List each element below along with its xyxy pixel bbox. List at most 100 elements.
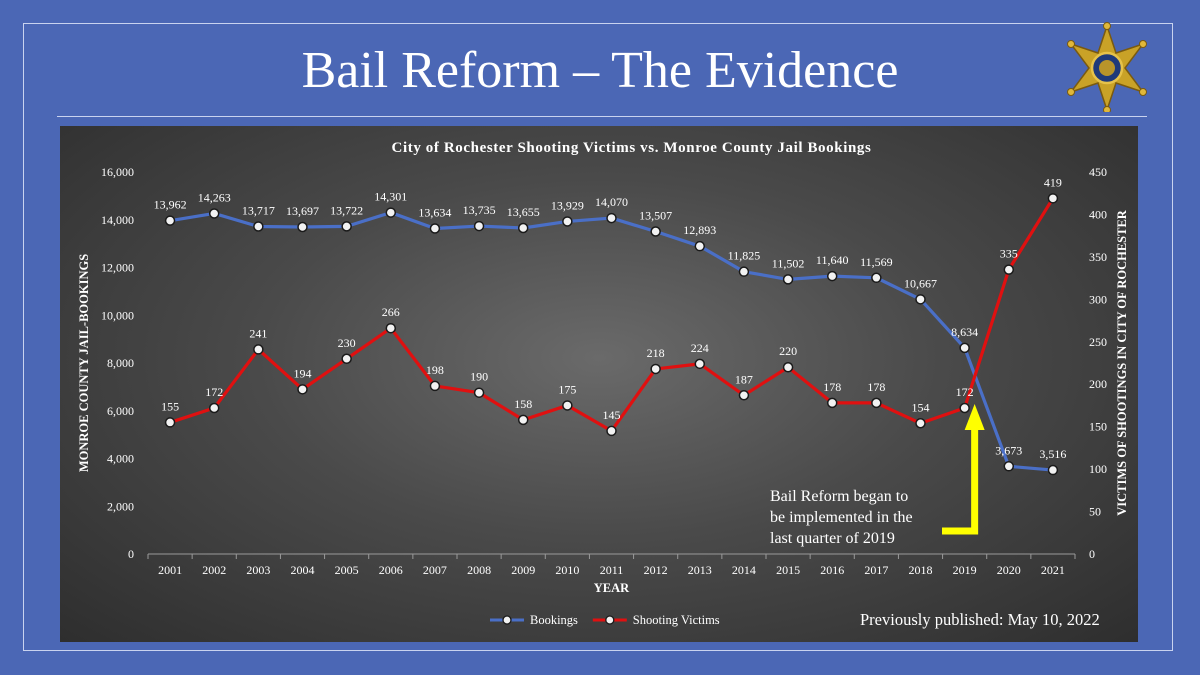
bookings-data-label: 13,697: [286, 204, 319, 218]
y2-tick-label: 50: [1089, 505, 1101, 519]
bookings-point: [782, 274, 794, 285]
y2-tick-label: 450: [1089, 165, 1107, 179]
shooting-victims-point: [826, 397, 838, 409]
sheriff-star-badge-icon: [1067, 22, 1147, 112]
shooting-victims-point: [208, 402, 220, 414]
legend-shooting-victims-marker: [605, 615, 615, 625]
bookings-data-label: 13,717: [242, 204, 275, 218]
x-tick-label: 2002: [202, 563, 226, 577]
bookings-point: [959, 342, 970, 354]
shooting-victims-data-label: 230: [338, 336, 356, 350]
bookings-data-label: 11,569: [860, 255, 893, 269]
bookings-data-label: 12,893: [683, 223, 716, 237]
shooting-victims-point: [782, 361, 794, 373]
shooting-victims-point: [738, 390, 750, 401]
shooting-victims-data-label: 194: [294, 366, 312, 380]
slide-title: Bail Reform – The Evidence: [301, 42, 899, 99]
bookings-point: [517, 222, 529, 234]
shooting-victims-point: [694, 358, 706, 370]
shooting-victims-point: [959, 402, 970, 414]
bookings-point: [385, 207, 397, 218]
bookings-data-label: 14,070: [595, 195, 628, 209]
shooting-victims-data-label: 198: [426, 363, 444, 377]
shooting-victims-data-label: 158: [514, 397, 532, 411]
bookings-point: [915, 294, 926, 305]
x-tick-label: 2008: [467, 563, 491, 577]
shooting-victims-data-label: 175: [558, 382, 576, 396]
bookings-point: [606, 212, 617, 224]
shooting-victims-point: [1003, 264, 1015, 275]
bookings-data-label: 11,640: [816, 253, 849, 267]
shooting-victims-data-label: 172: [205, 385, 223, 399]
shooting-victims-data-label: 335: [1000, 247, 1018, 261]
shooting-victims-point: [915, 418, 926, 429]
shooting-victims-line: [169, 197, 1055, 433]
shooting-victims-point: [871, 397, 882, 409]
bookings-data-label: 14,263: [198, 190, 231, 204]
shooting-victims-point: [473, 387, 485, 398]
x-tick-label: 2021: [1041, 563, 1065, 577]
bookings-data-label: 13,634: [418, 205, 451, 219]
shooting-victims-data-label: 190: [470, 370, 488, 384]
bookings-point: [297, 221, 308, 233]
x-tick-label: 2016: [820, 563, 844, 577]
bookings-data-label: 13,735: [463, 203, 496, 217]
legend-shooting-victims-label: Shooting Victims: [633, 613, 720, 627]
bookings-data-label: 13,722: [330, 203, 363, 217]
x-tick-label: 2018: [909, 563, 933, 577]
bookings-point: [650, 226, 661, 237]
bookings-point: [826, 270, 838, 282]
bookings-point: [1047, 464, 1059, 476]
y-tick-label: 0: [128, 547, 134, 561]
shooting-victims-data-label: 218: [647, 346, 665, 360]
bookings-point: [1003, 461, 1015, 472]
shooting-victims-point: [385, 322, 397, 334]
chart-panel: [60, 126, 1138, 642]
bookings-point: [208, 208, 220, 219]
shooting-victims-data-label: 241: [249, 326, 267, 340]
shooting-victims-point: [164, 417, 176, 428]
x-tick-label: 2006: [379, 563, 403, 577]
x-tick-label: 2012: [644, 563, 668, 577]
bookings-data-label: 8,634: [951, 325, 978, 339]
x-tick-label: 2004: [291, 563, 315, 577]
annotation-text: last quarter of 2019: [770, 530, 895, 547]
shooting-victims-data-label: 172: [956, 385, 974, 399]
y-tick-label: 2,000: [107, 499, 134, 513]
y2-tick-label: 100: [1089, 462, 1107, 476]
x-tick-label: 2009: [511, 563, 535, 577]
legend-bookings-marker: [502, 615, 512, 625]
bookings-data-label: 13,507: [639, 209, 672, 223]
shooting-victims-point: [650, 363, 661, 375]
bookings-point: [871, 272, 882, 284]
x-tick-label: 2014: [732, 563, 756, 577]
bookings-point: [429, 223, 441, 234]
shooting-victims-point: [562, 400, 573, 411]
bookings-point: [562, 216, 573, 227]
bookings-data-label: 11,825: [728, 249, 761, 263]
legend-bookings-label: Bookings: [530, 613, 578, 627]
y-tick-label: 12,000: [101, 261, 134, 275]
shooting-victims-point: [341, 353, 352, 365]
x-tick-label: 2013: [688, 563, 712, 577]
bookings-data-label: 3,673: [995, 443, 1022, 457]
shooting-victims-point: [606, 425, 617, 437]
bookings-point: [738, 266, 750, 277]
x-tick-label: 2017: [864, 563, 888, 577]
published-note: Previously published: May 10, 2022: [860, 610, 1100, 629]
x-tick-label: 2019: [953, 563, 977, 577]
x-tick-label: 2007: [423, 563, 447, 577]
bookings-data-label: 10,667: [904, 276, 937, 290]
bookings-data-label: 13,929: [551, 198, 584, 212]
shooting-victims-point: [253, 344, 264, 355]
shooting-victims-data-label: 419: [1044, 175, 1062, 189]
y2-tick-label: 400: [1089, 207, 1107, 221]
annotation-arrow-head: [964, 404, 985, 430]
y2-tick-label: 250: [1089, 335, 1107, 349]
y-tick-label: 4,000: [107, 452, 134, 466]
title-divider: [57, 116, 1147, 117]
shooting-victims-data-label: 178: [823, 380, 841, 394]
y2-tick-label: 350: [1089, 250, 1107, 264]
y-tick-label: 14,000: [101, 213, 134, 227]
bookings-point: [253, 221, 264, 232]
